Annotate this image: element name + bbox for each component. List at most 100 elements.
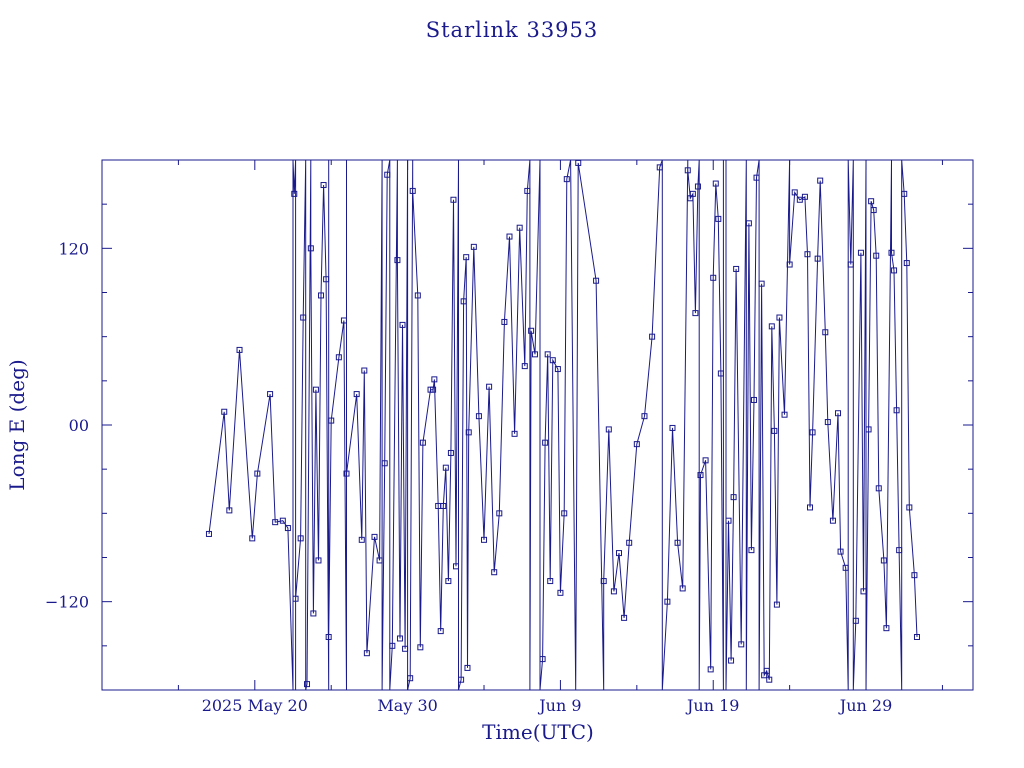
data-point [766, 676, 773, 683]
series-group [205, 159, 920, 691]
data-point [847, 261, 854, 268]
data-point [325, 634, 332, 640]
data-point [549, 357, 556, 364]
y-axis-label: Long E (deg) [5, 359, 29, 490]
data-point [528, 327, 535, 334]
data-point [610, 588, 617, 595]
data-point [733, 265, 740, 272]
data-point [340, 317, 347, 324]
data-point [470, 243, 477, 250]
data-point [822, 329, 829, 336]
data-point [575, 159, 582, 166]
data-point [511, 430, 518, 437]
data-point [521, 363, 528, 370]
data-point [837, 548, 844, 555]
data-point [870, 207, 877, 214]
data-point [491, 569, 498, 576]
data-point [842, 564, 849, 571]
data-point [226, 507, 233, 514]
data-point [343, 470, 350, 477]
data-point [501, 318, 508, 325]
series-line [208, 159, 918, 691]
data-point [702, 457, 709, 464]
y-tick-label: 120 [58, 239, 89, 258]
data-point [809, 429, 816, 436]
data-point [758, 280, 765, 287]
data-point [376, 557, 383, 564]
data-point [875, 485, 882, 492]
data-point [450, 196, 457, 203]
data-point [600, 578, 607, 585]
data-point [715, 215, 722, 222]
data-point [880, 557, 887, 564]
data-point [615, 550, 622, 557]
data-point [835, 410, 842, 417]
data-point [824, 419, 831, 426]
data-point [205, 530, 212, 537]
data-point [728, 657, 735, 664]
data-point [531, 351, 538, 358]
data-point [804, 251, 811, 258]
data-point [481, 536, 488, 543]
x-tick-label: Jun 9 [537, 696, 581, 715]
data-point [440, 502, 447, 509]
data-point [445, 578, 452, 585]
data-point [419, 439, 426, 446]
data-point [888, 249, 895, 256]
data-point [717, 370, 724, 377]
data-point [633, 441, 640, 448]
data-point [458, 676, 465, 683]
data-point [852, 617, 859, 624]
x-tick-label: Jun 29 [838, 696, 892, 715]
data-point [430, 386, 437, 393]
data-point [363, 650, 370, 657]
data-point [669, 424, 676, 431]
data-point [679, 585, 686, 592]
data-point [710, 274, 717, 281]
data-point [328, 417, 335, 424]
data-point [437, 628, 444, 635]
data-point [236, 346, 243, 353]
data-point [542, 439, 549, 446]
data-point [738, 641, 745, 648]
data-point [394, 257, 401, 264]
data-point [781, 411, 788, 418]
y-tick-label: 00 [69, 416, 89, 435]
data-point [496, 510, 503, 517]
data-point [896, 547, 903, 554]
data-point [414, 292, 421, 299]
data-point [389, 642, 396, 649]
data-point [516, 224, 523, 231]
data-point [750, 396, 757, 403]
chart-title: Starlink 33953 [426, 18, 599, 42]
data-point [402, 645, 409, 652]
data-point [272, 519, 279, 526]
data-point [857, 249, 864, 256]
data-point [865, 426, 872, 433]
data-point [605, 426, 612, 433]
data-point [712, 180, 719, 187]
data-point [300, 314, 307, 321]
data-point [771, 427, 778, 434]
data-point [768, 323, 775, 330]
data-point [358, 536, 365, 543]
data-point [463, 254, 470, 261]
data-point [506, 233, 513, 240]
data-point [649, 333, 656, 340]
data-point [773, 601, 780, 608]
data-point [692, 310, 699, 317]
data-point [307, 245, 314, 252]
data-point [829, 517, 836, 524]
data-point [442, 464, 449, 471]
data-point [707, 666, 714, 673]
y-tick-labels: 120 00 −120 [45, 239, 89, 611]
data-point [381, 460, 388, 467]
data-point [399, 321, 406, 328]
data-point [465, 429, 472, 436]
data-point [791, 189, 798, 196]
data-point [460, 298, 467, 305]
data-point [417, 644, 424, 651]
data-point [883, 625, 890, 632]
data-point [407, 675, 414, 682]
data-point [730, 494, 737, 501]
